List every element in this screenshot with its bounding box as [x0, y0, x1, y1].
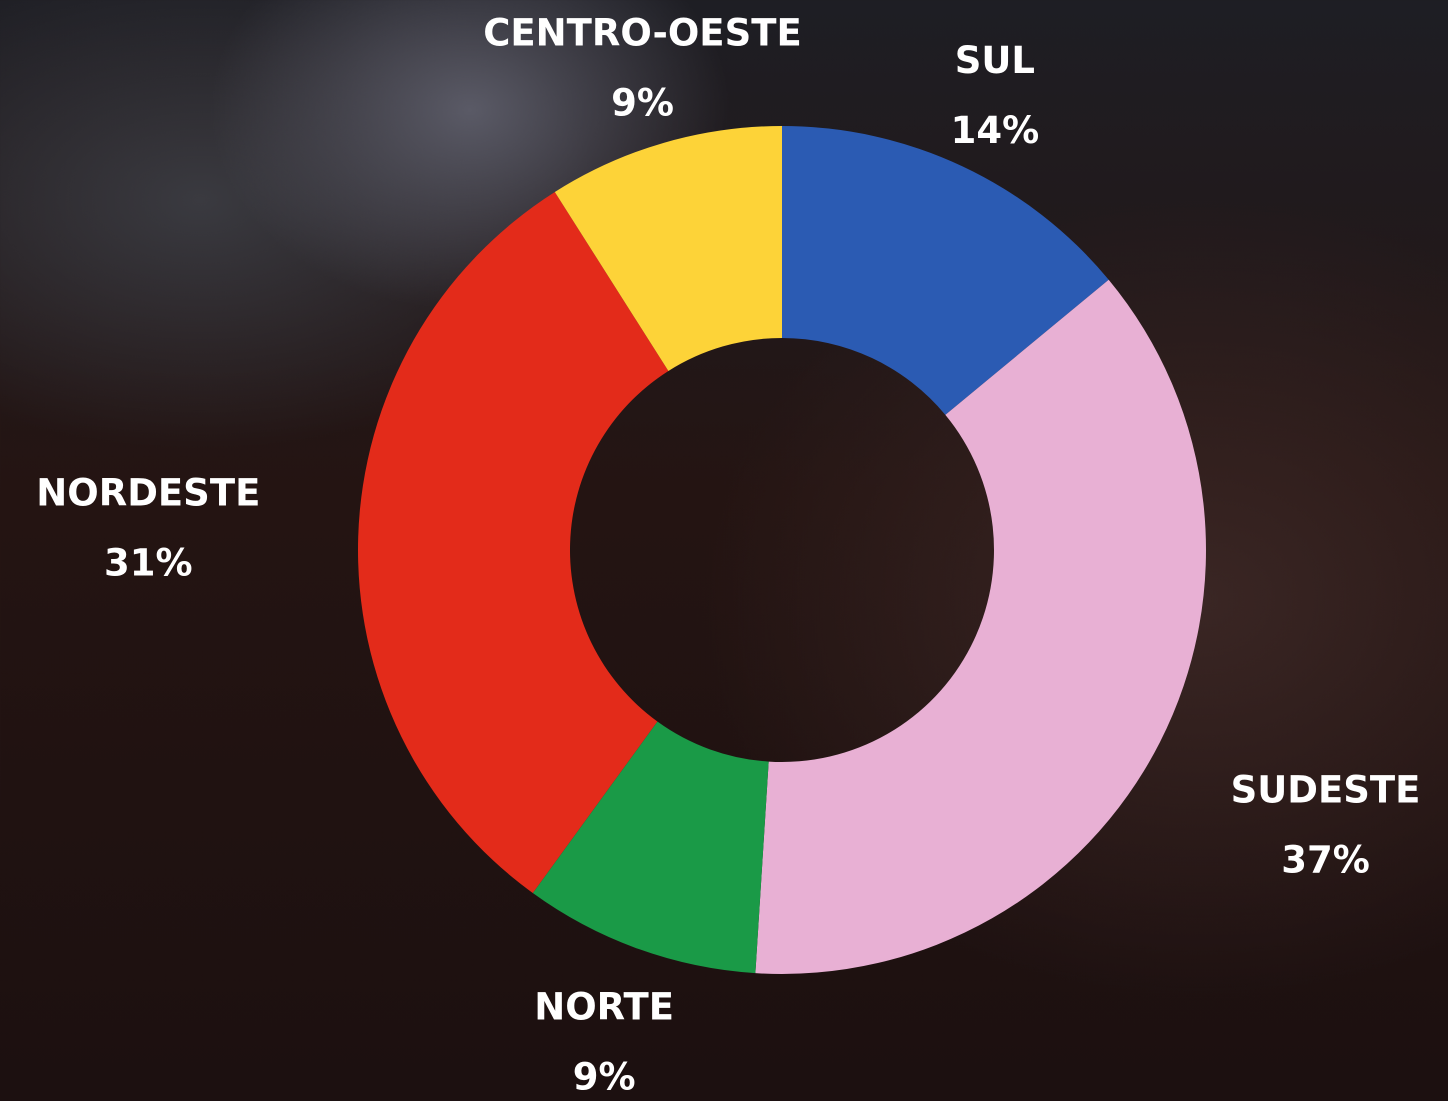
donut-slice [782, 126, 1109, 415]
slice-value-label: 31% [104, 542, 193, 585]
slice-label: NORTE [534, 985, 674, 1028]
donut-slice [532, 721, 769, 974]
slice-label: SUL [955, 39, 1035, 82]
slice-label: CENTRO-OESTE [483, 11, 802, 54]
slice-value-label: 9% [611, 81, 674, 124]
donut-slice [554, 126, 782, 372]
slice-label: SUDESTE [1231, 768, 1421, 811]
donut-slice [357, 192, 669, 894]
slice-label: NORDESTE [36, 472, 260, 515]
slice-value-label: 37% [1281, 838, 1370, 881]
donut-slice [755, 279, 1206, 974]
slice-value-label: 9% [573, 1055, 636, 1098]
slice-value-label: 14% [951, 109, 1040, 152]
